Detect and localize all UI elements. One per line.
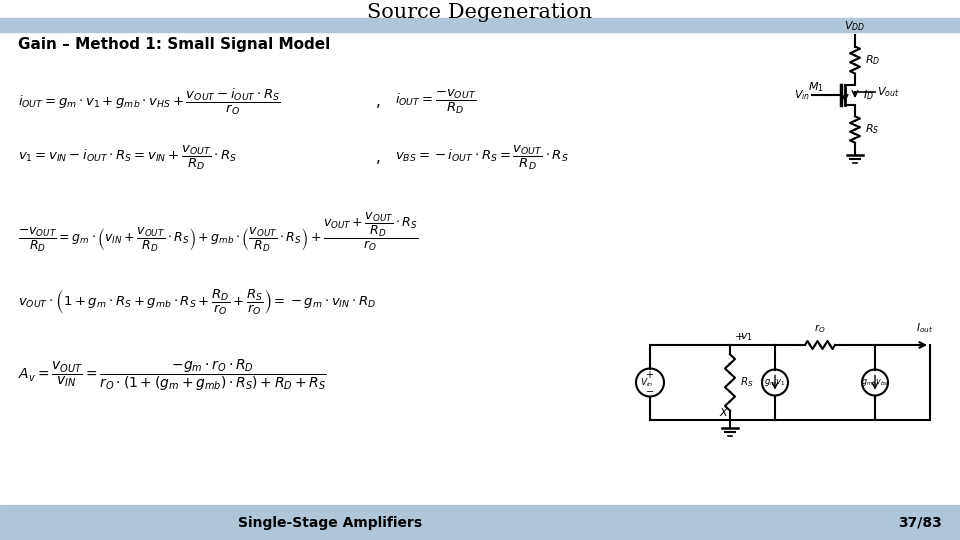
Text: $I_{out}$: $I_{out}$ <box>917 321 933 335</box>
Text: $i_{OUT} = g_m \cdot v_1 + g_{mb} \cdot v_{HS} + \dfrac{v_{OUT} - i_{OUT} \cdot : $i_{OUT} = g_m \cdot v_1 + g_{mb} \cdot … <box>18 87 280 117</box>
Bar <box>0 18 960 32</box>
Text: $A_v = \dfrac{v_{OUT}}{v_{IN}} = \dfrac{-g_m \cdot r_O \cdot R_D}{r_O \cdot \lef: $A_v = \dfrac{v_{OUT}}{v_{IN}} = \dfrac{… <box>18 357 327 393</box>
Text: $V_{DD}$: $V_{DD}$ <box>845 19 866 33</box>
Text: $v_1 = v_{IN} - i_{OUT} \cdot R_S = v_{IN} + \dfrac{v_{OUT}}{R_D} \cdot R_S$: $v_1 = v_{IN} - i_{OUT} \cdot R_S = v_{I… <box>18 144 237 172</box>
Text: $-$: $-$ <box>645 386 655 395</box>
Text: $M_1$: $M_1$ <box>808 80 824 94</box>
Bar <box>0 505 960 540</box>
Text: $g_m v_1$: $g_m v_1$ <box>764 377 785 388</box>
Text: $V_{in}$: $V_{in}$ <box>794 88 810 102</box>
Text: $I_D$: $I_D$ <box>863 88 874 102</box>
Text: $+$: $+$ <box>734 332 744 342</box>
Text: $\dfrac{-v_{OUT}}{R_D} = g_m \cdot \left( v_{IN} + \dfrac{v_{OUT}}{R_D} \cdot R_: $\dfrac{-v_{OUT}}{R_D} = g_m \cdot \left… <box>18 211 419 254</box>
Text: $v_{OUT} \cdot \left( 1 + g_m \cdot R_S + g_{mb} \cdot R_S + \dfrac{R_D}{r_O} + : $v_{OUT} \cdot \left( 1 + g_m \cdot R_S … <box>18 287 376 316</box>
Text: $i_{OUT} = \dfrac{-v_{OUT}}{R_D}$: $i_{OUT} = \dfrac{-v_{OUT}}{R_D}$ <box>395 88 476 116</box>
Text: $R_S$: $R_S$ <box>865 123 879 137</box>
Text: $V_{out}$: $V_{out}$ <box>877 85 900 99</box>
Text: $r_O$: $r_O$ <box>814 322 826 335</box>
Text: $V_{in}$: $V_{in}$ <box>640 376 654 389</box>
Text: $R_S$: $R_S$ <box>740 376 754 389</box>
Text: $+$: $+$ <box>645 369 655 380</box>
Text: Gain – Method 1: Small Signal Model: Gain – Method 1: Small Signal Model <box>18 37 330 51</box>
Text: $X$: $X$ <box>719 406 730 418</box>
Text: $R_D$: $R_D$ <box>865 53 880 67</box>
Text: Single-Stage Amplifiers: Single-Stage Amplifiers <box>238 516 422 530</box>
Text: $,$: $,$ <box>375 94 380 110</box>
Text: Source Degeneration: Source Degeneration <box>368 3 592 22</box>
Text: $v_1$: $v_1$ <box>740 331 753 343</box>
Text: $,$: $,$ <box>375 151 380 165</box>
Text: $v_{BS} = -i_{OUT} \cdot R_S = \dfrac{v_{OUT}}{R_D} \cdot R_S$: $v_{BS} = -i_{OUT} \cdot R_S = \dfrac{v_… <box>395 144 568 172</box>
Text: $g_{mb}v_{bs}$: $g_{mb}v_{bs}$ <box>861 377 889 388</box>
Text: 37/83: 37/83 <box>899 516 942 530</box>
